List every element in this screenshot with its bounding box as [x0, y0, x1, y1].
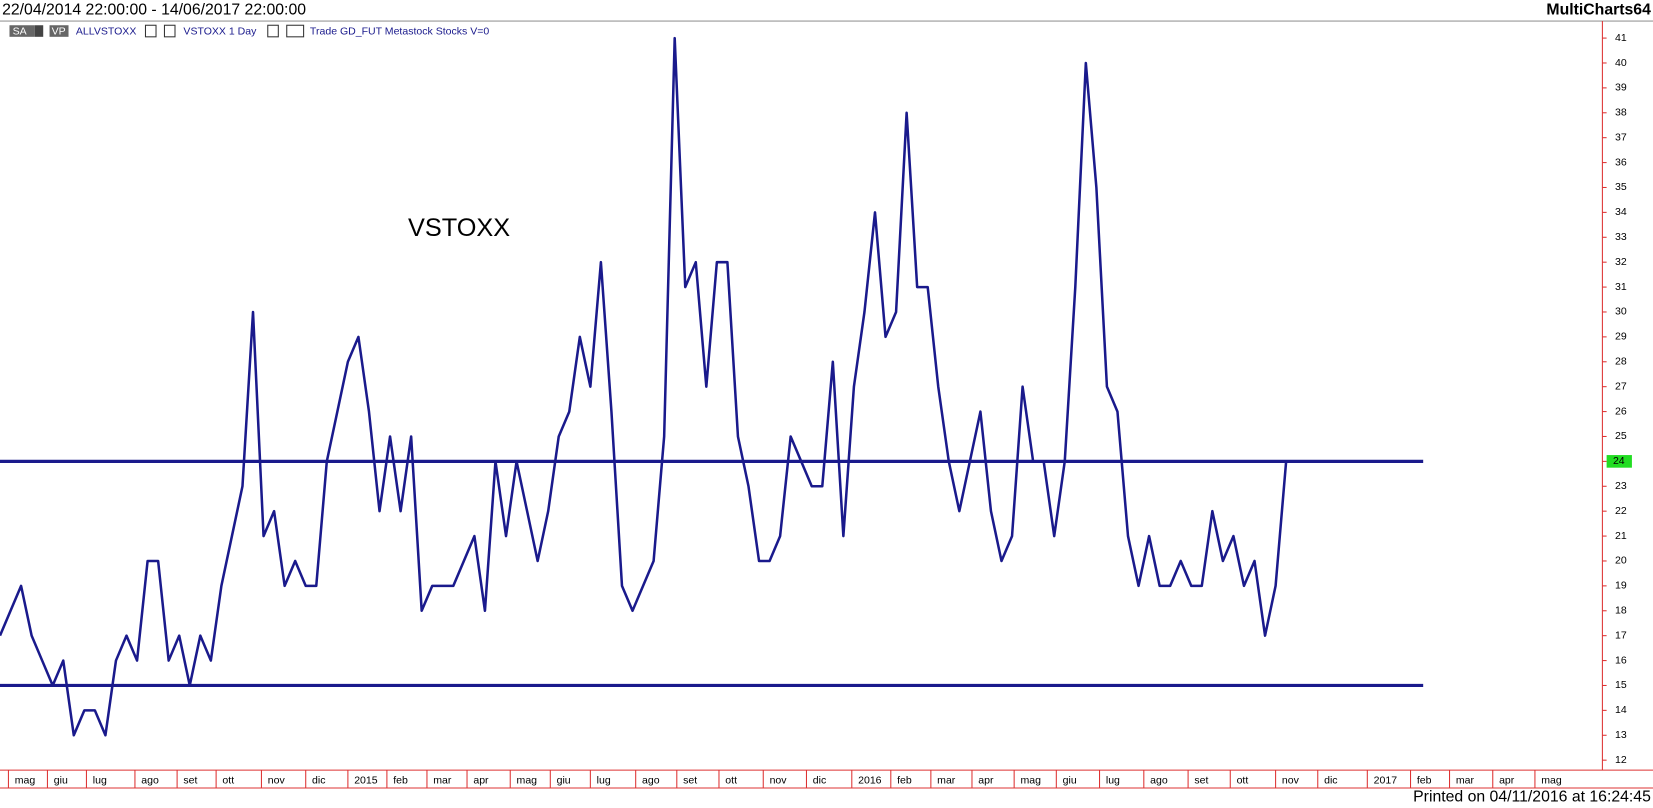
y-tick-label: 33 [1615, 231, 1627, 243]
y-tick-label: 22 [1615, 505, 1627, 517]
x-tick-label: set [683, 774, 697, 786]
x-tick-label: dic [312, 774, 325, 786]
y-tick-label: 41 [1615, 32, 1627, 44]
sa-label: SA [13, 25, 27, 37]
x-tick-label: mag [517, 774, 538, 786]
y-tick-label: 21 [1615, 530, 1627, 542]
date-range: 22/04/2014 22:00:00 - 14/06/2017 22:00:0… [2, 2, 306, 19]
y-tick-label: 16 [1615, 654, 1627, 666]
x-tick-label: giu [54, 774, 68, 786]
y-tick-label: 40 [1615, 57, 1627, 69]
x-tick-label: ago [642, 774, 660, 786]
data-source: Trade GD_FUT Metastock Stocks V=0 [310, 25, 489, 37]
y-tick-label: 28 [1615, 356, 1627, 368]
toolbar: SA VP ALLVSTOXX VSTOXX 1 Day Trade GD_FU… [9, 24, 489, 38]
symbol: ALLVSTOXX [76, 25, 136, 37]
x-tick-label: nov [1282, 774, 1300, 786]
y-tick-label: 39 [1615, 82, 1627, 94]
x-tick-label: giu [557, 774, 571, 786]
x-tick-label: lug [1106, 774, 1120, 786]
x-tick-label: ott [725, 774, 737, 786]
y-tick-label: 30 [1615, 306, 1627, 318]
vp-label: VP [52, 25, 66, 37]
dropdown[interactable] [286, 24, 305, 38]
y-tick-label: 29 [1615, 331, 1627, 343]
y-tick-label: 15 [1615, 679, 1627, 691]
dropdown[interactable] [267, 24, 279, 38]
y-tick-label: 12 [1615, 754, 1627, 766]
x-tick-label: mar [433, 774, 452, 786]
y-tick-label: 27 [1615, 380, 1627, 392]
y-tick-label: 31 [1615, 281, 1627, 293]
x-tick-label: apr [1499, 774, 1515, 786]
x-tick-label: giu [1063, 774, 1077, 786]
instrument: VSTOXX 1 Day [183, 25, 257, 37]
x-tick-label: set [1194, 774, 1208, 786]
x-tick-label: lug [93, 774, 107, 786]
vp-button[interactable] [49, 25, 69, 37]
annotation: VSTOXX [408, 214, 510, 242]
y-tick-label: 25 [1615, 430, 1627, 442]
x-tick-label: nov [770, 774, 788, 786]
y-tick-label: 34 [1615, 206, 1627, 218]
last-price-box [1606, 455, 1632, 468]
x-tick-label: mag [1541, 774, 1562, 786]
x-tick-label: dic [813, 774, 826, 786]
y-tick-label: 26 [1615, 405, 1627, 417]
x-tick-label: lug [597, 774, 611, 786]
x-tick-label: ago [141, 774, 159, 786]
sa-dropdown[interactable] [34, 25, 44, 37]
x-tick-label: mar [937, 774, 956, 786]
price-line [0, 36, 1288, 737]
y-tick-label: 17 [1615, 629, 1627, 641]
x-tick-label: feb [897, 774, 912, 786]
x-tick-label: ott [1237, 774, 1249, 786]
y-tick-label: 14 [1615, 704, 1627, 716]
x-tick-label: mag [15, 774, 36, 786]
y-tick-label: 23 [1615, 480, 1627, 492]
x-tick-label: feb [393, 774, 408, 786]
x-tick-label: mag [1020, 774, 1041, 786]
y-tick-label: 13 [1615, 729, 1627, 741]
x-tick-label: feb [1417, 774, 1432, 786]
y-tick-label: 19 [1615, 580, 1627, 592]
x-tick-label: 2016 [858, 774, 882, 786]
x-tick-label: apr [473, 774, 489, 786]
x-tick-label: set [183, 774, 197, 786]
x-tick-label: nov [268, 774, 286, 786]
x-tick-label: mar [1456, 774, 1475, 786]
x-tick-label: 2017 [1374, 774, 1398, 786]
dropdown[interactable] [144, 24, 157, 38]
y-tick-label: 35 [1615, 181, 1627, 193]
x-tick-label: ago [1150, 774, 1168, 786]
x-tick-label: dic [1324, 774, 1337, 786]
dropdown[interactable] [163, 24, 176, 38]
y-tick-label: 37 [1615, 131, 1627, 143]
y-tick-label: 18 [1615, 605, 1627, 617]
x-tick-label: ott [222, 774, 234, 786]
y-tick-label: 38 [1615, 107, 1627, 119]
last-price-label: 24 [1613, 455, 1625, 467]
x-tick-label: apr [978, 774, 994, 786]
y-tick-label: 36 [1615, 156, 1627, 168]
app-name: MultiCharts64 [1546, 2, 1651, 19]
y-tick-label: 32 [1615, 256, 1627, 268]
print-info: Printed on 04/11/2016 at 16:24:45 [1413, 789, 1651, 806]
y-tick-label: 20 [1615, 555, 1627, 567]
sa-button[interactable] [9, 25, 35, 37]
x-tick-label: 2015 [354, 774, 378, 786]
